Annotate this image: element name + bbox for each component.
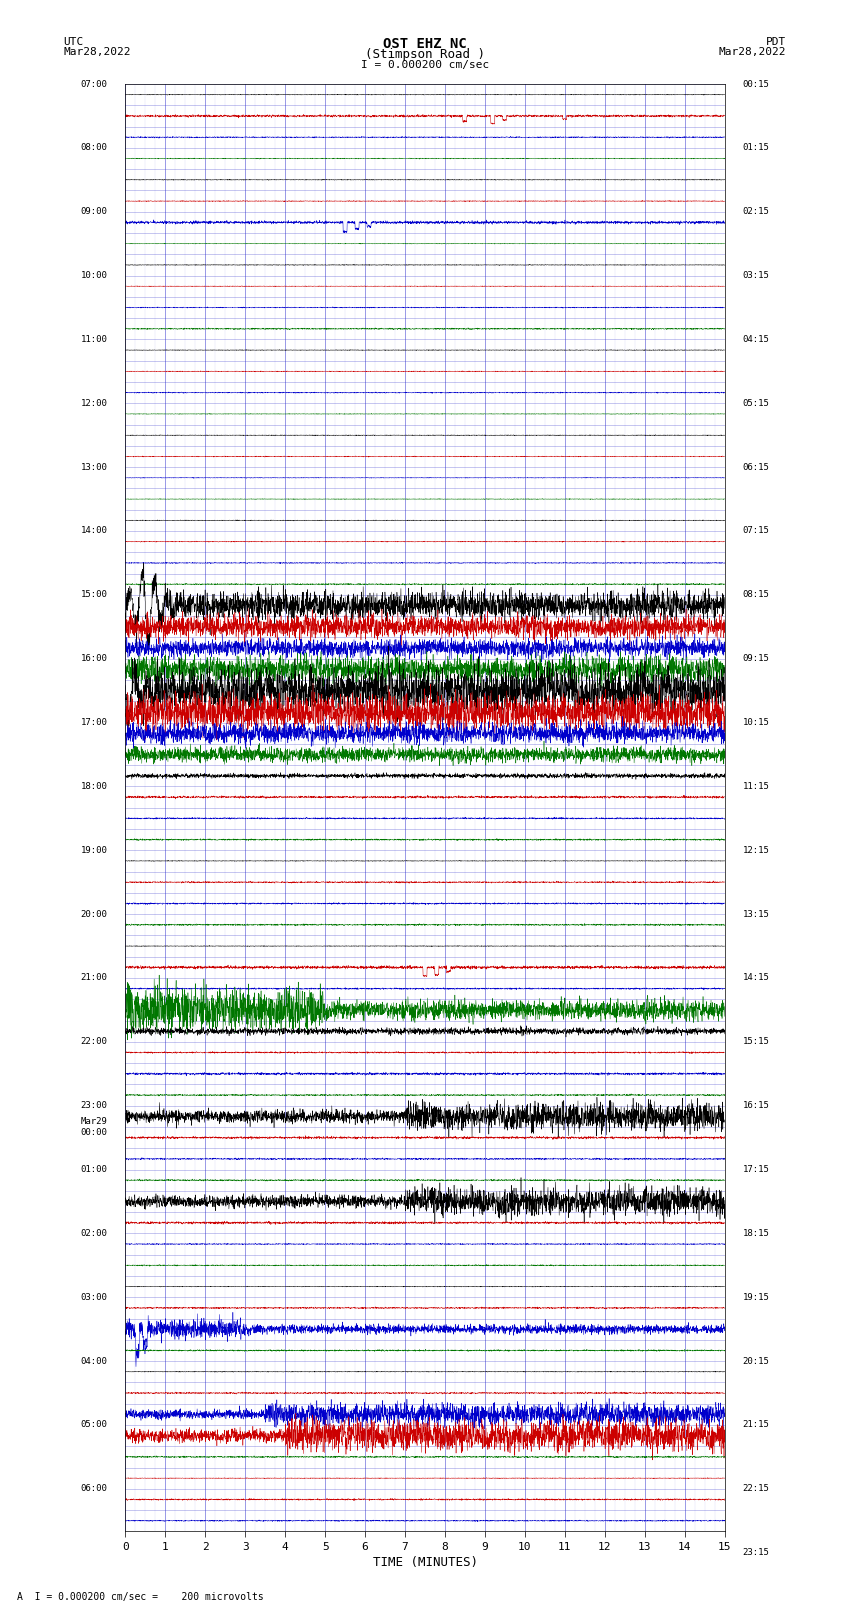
Text: 23:15: 23:15: [743, 1548, 769, 1557]
Text: 08:00: 08:00: [81, 144, 107, 152]
Text: 11:00: 11:00: [81, 336, 107, 344]
Text: 23:00: 23:00: [81, 1102, 107, 1110]
Text: 22:15: 22:15: [743, 1484, 769, 1494]
Text: 09:00: 09:00: [81, 206, 107, 216]
Text: 13:15: 13:15: [743, 910, 769, 919]
Text: 06:15: 06:15: [743, 463, 769, 471]
Text: 12:00: 12:00: [81, 398, 107, 408]
Text: 18:15: 18:15: [743, 1229, 769, 1237]
Text: 02:00: 02:00: [81, 1229, 107, 1237]
Text: 16:15: 16:15: [743, 1102, 769, 1110]
Text: OST EHZ NC: OST EHZ NC: [383, 37, 467, 52]
Text: 20:15: 20:15: [743, 1357, 769, 1366]
Text: 00:15: 00:15: [743, 79, 769, 89]
Text: 21:15: 21:15: [743, 1421, 769, 1429]
Text: 21:00: 21:00: [81, 974, 107, 982]
Text: 13:00: 13:00: [81, 463, 107, 471]
Text: 01:15: 01:15: [743, 144, 769, 152]
Text: 10:15: 10:15: [743, 718, 769, 727]
Text: 05:15: 05:15: [743, 398, 769, 408]
Text: 15:15: 15:15: [743, 1037, 769, 1047]
Text: 10:00: 10:00: [81, 271, 107, 281]
Text: 14:00: 14:00: [81, 526, 107, 536]
Text: 07:15: 07:15: [743, 526, 769, 536]
Text: 19:00: 19:00: [81, 845, 107, 855]
Text: 09:15: 09:15: [743, 655, 769, 663]
Text: 17:00: 17:00: [81, 718, 107, 727]
Text: 03:00: 03:00: [81, 1292, 107, 1302]
Text: PDT: PDT: [766, 37, 786, 47]
Text: 19:15: 19:15: [743, 1292, 769, 1302]
Text: 15:00: 15:00: [81, 590, 107, 600]
Text: Mar29
00:00: Mar29 00:00: [81, 1118, 107, 1137]
X-axis label: TIME (MINUTES): TIME (MINUTES): [372, 1557, 478, 1569]
Text: UTC: UTC: [64, 37, 84, 47]
Text: (Stimpson Road ): (Stimpson Road ): [365, 48, 485, 61]
Text: 16:00: 16:00: [81, 655, 107, 663]
Text: I = 0.000200 cm/sec: I = 0.000200 cm/sec: [361, 60, 489, 69]
Text: 20:00: 20:00: [81, 910, 107, 919]
Text: 03:15: 03:15: [743, 271, 769, 281]
Text: Mar28,2022: Mar28,2022: [719, 47, 786, 56]
Text: 08:15: 08:15: [743, 590, 769, 600]
Text: 07:00: 07:00: [81, 79, 107, 89]
Text: 17:15: 17:15: [743, 1165, 769, 1174]
Text: 18:00: 18:00: [81, 782, 107, 790]
Text: 06:00: 06:00: [81, 1484, 107, 1494]
Text: 12:15: 12:15: [743, 845, 769, 855]
Text: 01:00: 01:00: [81, 1165, 107, 1174]
Text: 05:00: 05:00: [81, 1421, 107, 1429]
Text: 22:00: 22:00: [81, 1037, 107, 1047]
Text: 11:15: 11:15: [743, 782, 769, 790]
Text: 04:15: 04:15: [743, 336, 769, 344]
Text: Mar28,2022: Mar28,2022: [64, 47, 131, 56]
Text: 04:00: 04:00: [81, 1357, 107, 1366]
Text: 14:15: 14:15: [743, 974, 769, 982]
Text: A  I = 0.000200 cm/sec =    200 microvolts: A I = 0.000200 cm/sec = 200 microvolts: [17, 1592, 264, 1602]
Text: 02:15: 02:15: [743, 206, 769, 216]
